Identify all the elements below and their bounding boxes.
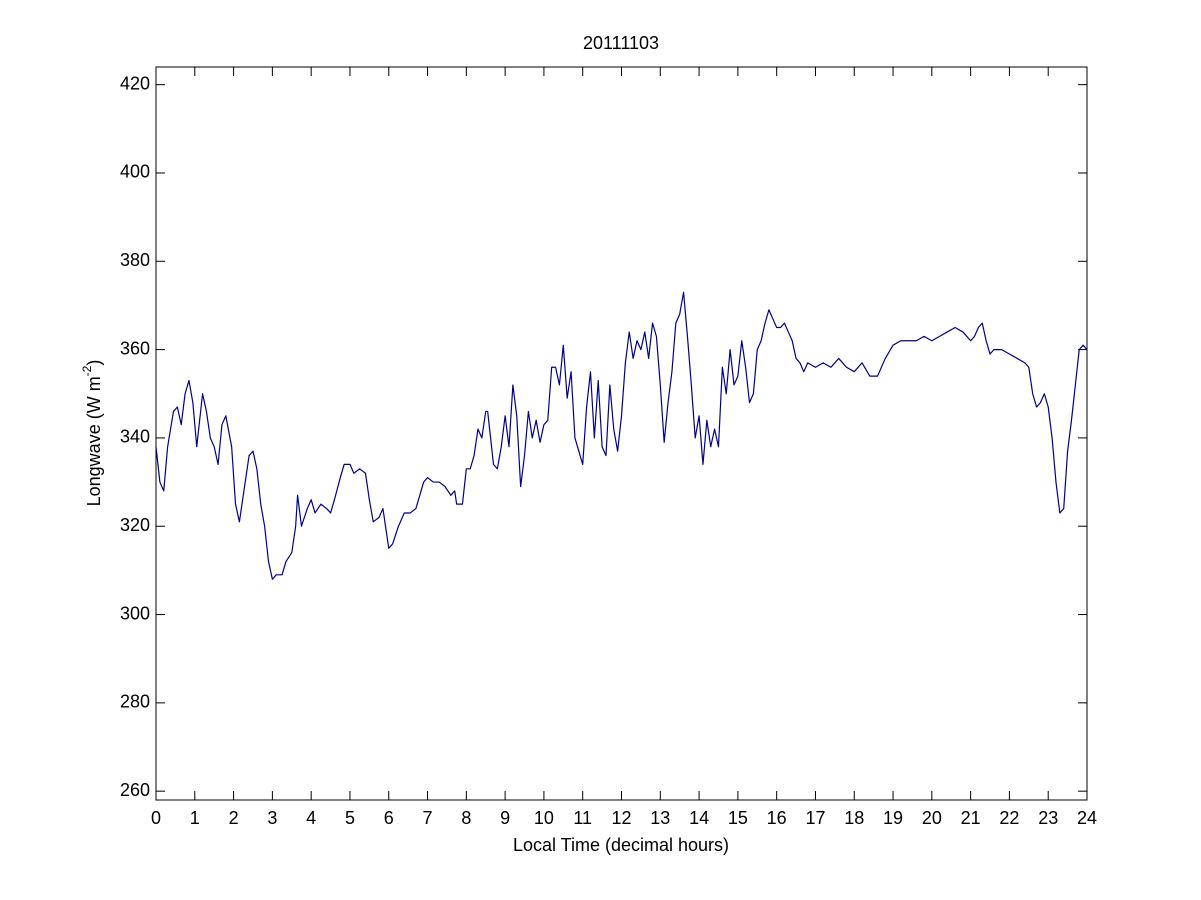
y-axis-label-text: Longwave (W m	[84, 376, 104, 506]
x-tick-label: 0	[151, 808, 161, 828]
x-tick-label: 1	[190, 808, 200, 828]
x-tick-label: 10	[534, 808, 554, 828]
y-tick-label: 360	[120, 338, 150, 358]
y-axis-label-suffix: )	[84, 360, 104, 366]
x-tick-label: 11	[573, 808, 592, 828]
x-axis-label: Local Time (decimal hours)	[513, 835, 729, 855]
x-tick-label: 13	[650, 808, 670, 828]
chart-title: 20111103	[583, 33, 659, 53]
x-tick-label: 9	[500, 808, 510, 828]
x-tick-label: 20	[922, 808, 942, 828]
y-tick-label: 260	[120, 780, 150, 800]
x-tick-label: 14	[689, 808, 709, 828]
x-tick-label: 17	[805, 808, 825, 828]
x-tick-label: 12	[611, 808, 631, 828]
data-line	[155, 291, 1088, 580]
x-tick-label: 21	[961, 808, 981, 828]
x-tick-label: 8	[461, 808, 471, 828]
x-tick-label: 2	[229, 808, 239, 828]
x-tick-label: 23	[1038, 808, 1058, 828]
y-tick-label: 340	[120, 427, 150, 447]
x-tick-label: 16	[767, 808, 787, 828]
y-tick-label: 320	[120, 515, 150, 535]
x-tick-label: 15	[728, 808, 748, 828]
plot-area	[155, 66, 1088, 801]
x-tick-label: 22	[999, 808, 1019, 828]
x-tick-label: 4	[306, 808, 316, 828]
y-axis-label: Longwave (W m-2)	[80, 360, 104, 507]
y-axis-label-superscript: -2	[80, 365, 94, 376]
x-tick-label: 24	[1077, 808, 1097, 828]
x-tick-label: 19	[883, 808, 903, 828]
y-tick-label: 380	[120, 250, 150, 270]
y-tick-label: 280	[120, 692, 150, 712]
x-tick-label: 5	[345, 808, 355, 828]
x-tick-label: 7	[423, 808, 433, 828]
y-tick-label: 400	[120, 162, 150, 182]
y-tick-label: 420	[120, 73, 150, 93]
x-tick-label: 3	[267, 808, 277, 828]
x-tick-label: 18	[844, 808, 864, 828]
y-tick-label: 300	[120, 603, 150, 623]
x-tick-label: 6	[384, 808, 394, 828]
